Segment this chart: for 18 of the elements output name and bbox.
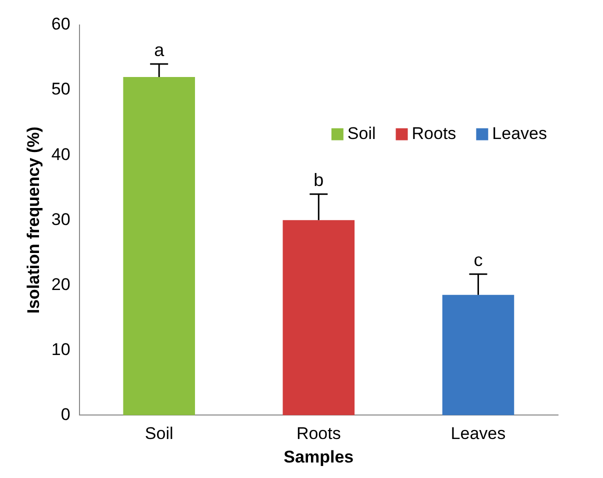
y-tick-label: 10 [51,340,70,359]
y-tick-label: 50 [51,80,70,99]
x-tick-label: Leaves [450,424,506,444]
x-tick-label: Soil [144,424,174,444]
y-tick-label: 0 [60,404,70,424]
annotation: a [154,40,166,60]
annotation: c [474,250,483,270]
legend-label: Roots [412,124,456,143]
y-tick-label: 60 [51,14,70,34]
x-axis-title: Samples [284,447,354,466]
y-tick-label: 20 [51,274,70,294]
y-tick-label: 40 [51,144,70,164]
legend-label: Leaves [492,124,548,143]
x-tick-label: Roots [296,424,341,444]
annotation: b [314,170,324,190]
y-tick-label: 30 [51,210,70,229]
legend-label: Soil [347,124,376,143]
y-axis-title: Isolation frequency (%) [24,126,43,314]
